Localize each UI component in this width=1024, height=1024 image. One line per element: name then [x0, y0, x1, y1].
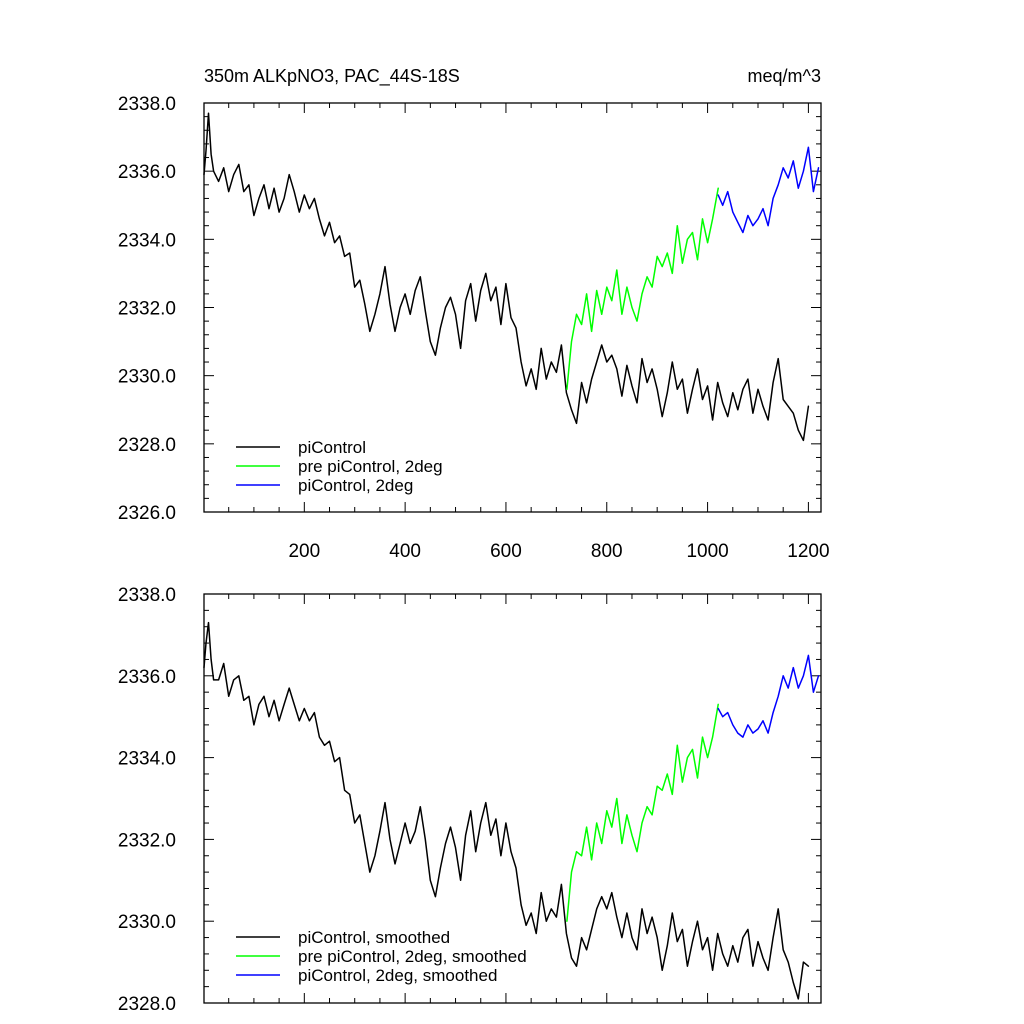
y-tick-label: 2338.0: [118, 94, 176, 115]
y-tick-label: 2328.0: [118, 435, 176, 456]
y-tick-label: 2336.0: [118, 162, 176, 183]
y-tick-label: 2336.0: [118, 667, 176, 688]
bottom-panel-ticks: 2328.0 2330.0 2332.0 2334.0 2336.0 2338.0: [118, 585, 821, 1015]
x-tick-label: 200: [288, 541, 320, 562]
y-tick-label: 2330.0: [118, 912, 176, 933]
top-panel: 350m ALKpNO3, PAC_44S-18S meq/m^3 2326.0…: [118, 66, 830, 562]
series-line-picontrol-2deg-smoothed: [717, 654, 820, 738]
legend-label-picontrol-2deg-smoothed: piControl, 2deg, smoothed: [298, 966, 497, 985]
legend-label-picontrol-2deg: piControl, 2deg: [298, 476, 413, 495]
units-label: meq/m^3: [748, 66, 821, 86]
y-tick-label: 2338.0: [118, 585, 176, 606]
series-line-picontrol-2deg: [717, 146, 820, 234]
bottom-panel: 2328.0 2330.0 2332.0 2334.0 2336.0 2338.0 piC…: [118, 585, 822, 1015]
bottom-plot-frame: [203, 593, 822, 1004]
chart-title: 350m ALKpNO3, PAC_44S-18S: [204, 66, 460, 87]
legend-label-picontrol: piControl: [298, 438, 366, 457]
y-tick-label: 2334.0: [118, 749, 176, 770]
legend-label-picontrol-smoothed: piControl, smoothed: [298, 928, 450, 947]
series-line-picontrol: [203, 112, 810, 442]
y-tick-label: 2332.0: [118, 299, 176, 320]
series-line-pre-picontrol-2deg-smoothed: [566, 703, 719, 922]
x-tick-label: 1200: [787, 541, 829, 562]
top-panel-lines: [203, 112, 820, 442]
series-line-pre-picontrol-2deg: [566, 187, 719, 391]
y-tick-label: 2330.0: [118, 367, 176, 388]
y-tick-label: 2332.0: [118, 830, 176, 851]
y-tick-label: 2334.0: [118, 230, 176, 251]
x-tick-label: 1000: [686, 541, 728, 562]
top-panel-ticks: 2326.0 2328.0 2330.0 2332.0 2334.0 2336.0 2338…: [118, 94, 830, 562]
bottom-panel-lines: [203, 621, 820, 1000]
x-tick-label: 600: [490, 541, 522, 562]
legend-label-pre-picontrol-2deg-smoothed: pre piControl, 2deg, smoothed: [298, 947, 527, 966]
series-line-picontrol-smoothed: [203, 621, 810, 1000]
legend-label-pre-picontrol-2deg: pre piControl, 2deg: [298, 457, 443, 476]
x-tick-label: 800: [591, 541, 623, 562]
x-tick-label: 400: [389, 541, 421, 562]
y-tick-label: 2328.0: [118, 994, 176, 1015]
top-plot-frame: [203, 102, 822, 513]
y-tick-label: 2326.0: [118, 503, 176, 524]
